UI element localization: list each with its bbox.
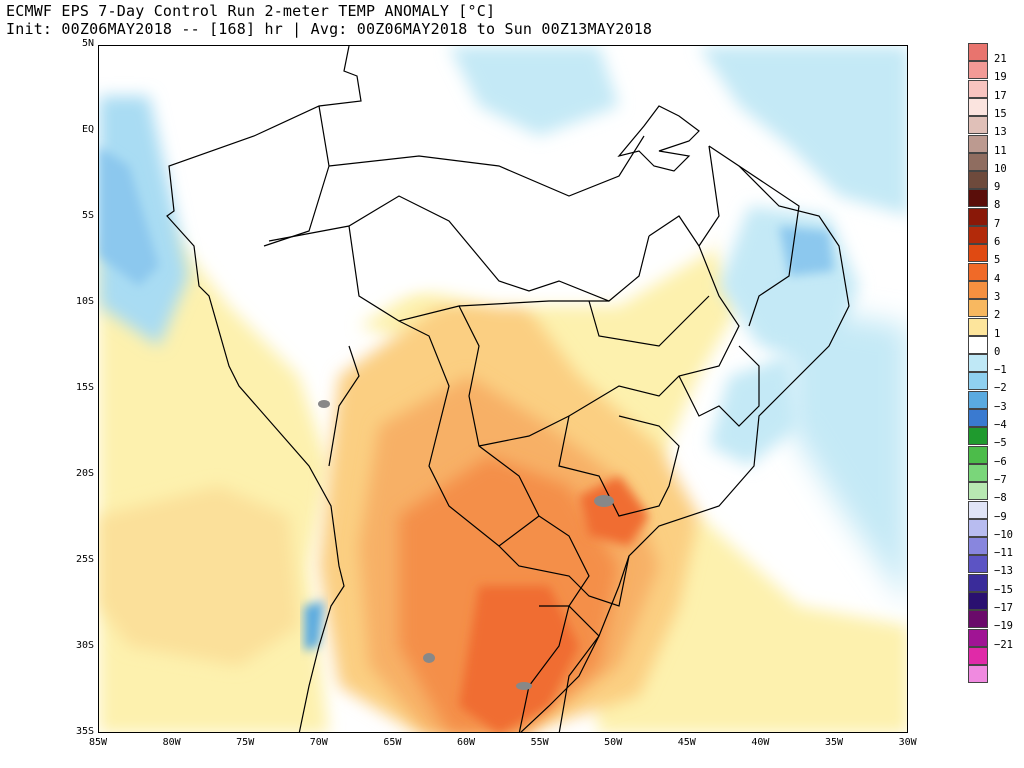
colorbar-swatch bbox=[968, 646, 988, 665]
colorbar-label: 8 bbox=[994, 199, 1001, 212]
colorbar-swatch bbox=[968, 372, 988, 391]
colorbar-label: −9 bbox=[994, 510, 1007, 523]
longitude-label: 50W bbox=[604, 737, 623, 748]
latitude-label: 35S bbox=[75, 726, 94, 737]
longitude-label: 75W bbox=[236, 737, 255, 748]
latitude-label: EQ bbox=[81, 124, 94, 135]
longitude-label: 70W bbox=[309, 737, 328, 748]
chart-subtitle: Init: 00Z06MAY2018 -- [168] hr | Avg: 00… bbox=[6, 20, 653, 38]
latitude-label: 10S bbox=[75, 296, 94, 307]
colorbar-swatch bbox=[968, 500, 988, 519]
colorbar-swatch bbox=[968, 152, 988, 171]
latitude-label: 5S bbox=[81, 210, 94, 221]
colorbar-swatch bbox=[968, 665, 988, 684]
colorbar-label: −17 bbox=[994, 602, 1013, 614]
colorbar-label: 1 bbox=[994, 327, 1001, 340]
colorbar-swatch bbox=[968, 445, 988, 464]
colorbar-label: −1 bbox=[994, 364, 1007, 377]
colorbar-swatch bbox=[968, 592, 988, 610]
colorbar-swatch bbox=[968, 97, 988, 116]
colorbar-label: −3 bbox=[994, 400, 1007, 413]
longitude-label: 55W bbox=[530, 737, 549, 748]
colorbar-swatch bbox=[968, 171, 988, 190]
colorbar-label: −19 bbox=[994, 620, 1013, 633]
colorbar-label: −15 bbox=[994, 583, 1013, 596]
colorbar-swatch bbox=[968, 189, 988, 208]
colorbar-label: −7 bbox=[994, 473, 1007, 486]
colorbar-label: −10 bbox=[994, 528, 1013, 541]
anomaly-shading bbox=[99, 46, 907, 732]
colorbar-swatch bbox=[968, 610, 988, 629]
longitude-label: 35W bbox=[824, 737, 844, 748]
colorbar-label: 17 bbox=[994, 89, 1007, 102]
colorbar-swatch bbox=[968, 280, 988, 299]
colorbar-label: 11 bbox=[994, 144, 1007, 157]
colorbar-label: 19 bbox=[994, 71, 1007, 84]
colorbar-label: 3 bbox=[994, 290, 1001, 303]
colorbar-swatch bbox=[968, 555, 988, 574]
lakes bbox=[318, 400, 614, 690]
colorbar-swatch bbox=[968, 427, 988, 446]
colorbar-swatch bbox=[968, 43, 988, 61]
colorbar-swatch bbox=[968, 134, 988, 153]
colorbar-label: 2 bbox=[994, 309, 1001, 322]
colorbar-label: 15 bbox=[994, 107, 1007, 120]
colorbar-label: 21 bbox=[994, 53, 1007, 65]
colorbar-label: 7 bbox=[994, 217, 1001, 230]
colorbar-label: −2 bbox=[994, 382, 1007, 395]
temperature-anomaly-map bbox=[99, 46, 907, 732]
colorbar-swatch bbox=[968, 299, 988, 318]
colorbar-label: 0 bbox=[994, 345, 1001, 358]
colorbar-swatch bbox=[968, 482, 988, 501]
colorbar-swatch bbox=[968, 262, 988, 281]
longitude-label: 65W bbox=[383, 737, 402, 748]
colorbar-swatch bbox=[968, 390, 988, 409]
colorbar-label: 9 bbox=[994, 181, 1001, 194]
colorbar-swatch bbox=[968, 116, 988, 135]
colorbar-swatch bbox=[968, 518, 988, 537]
latitude-label: 20S bbox=[75, 468, 94, 479]
colorbar-swatch bbox=[968, 207, 988, 226]
colorbar-swatch bbox=[968, 61, 988, 80]
colorbar-label: 4 bbox=[994, 272, 1001, 285]
colorbar-label: −21 bbox=[994, 638, 1013, 651]
longitude-label: 30W bbox=[898, 737, 917, 748]
colorbar-label: 10 bbox=[994, 162, 1007, 175]
chart-title: ECMWF EPS 7-Day Control Run 2-meter TEMP… bbox=[6, 2, 496, 20]
colorbar-swatch bbox=[968, 244, 988, 263]
colorbar-label: 5 bbox=[994, 254, 1001, 267]
colorbar-label: −8 bbox=[994, 492, 1007, 505]
colorbar-swatch bbox=[968, 335, 988, 354]
longitude-label: 60W bbox=[456, 737, 476, 748]
longitude-label: 45W bbox=[677, 737, 696, 748]
map-panel bbox=[98, 45, 908, 733]
latitude-label: 15S bbox=[75, 382, 94, 393]
colorbar-label: −6 bbox=[994, 455, 1007, 468]
colorbar-label: −13 bbox=[994, 565, 1013, 578]
colorbar-swatch bbox=[968, 537, 988, 556]
latitude-label: 30S bbox=[75, 640, 94, 651]
colorbar-swatch bbox=[968, 317, 988, 336]
colorbar-label: 13 bbox=[994, 126, 1007, 139]
longitude-label: 80W bbox=[162, 737, 181, 748]
colorbar-swatch bbox=[968, 573, 988, 592]
colorbar-swatch bbox=[968, 628, 988, 647]
colorbar-swatch bbox=[968, 79, 988, 98]
latitude-label: 25S bbox=[75, 554, 94, 565]
longitude-label: 85W bbox=[88, 737, 108, 748]
colorbar-swatch bbox=[968, 463, 988, 482]
colorbar-label: −5 bbox=[994, 437, 1007, 450]
colorbar-label: 6 bbox=[994, 236, 1001, 248]
colorbar-label: −4 bbox=[994, 419, 1007, 431]
colorbar-swatch bbox=[968, 354, 988, 373]
coastlines-and-borders bbox=[166, 46, 850, 732]
longitude-label: 40W bbox=[751, 737, 770, 748]
colorbar-swatch bbox=[968, 409, 988, 427]
colorbar-swatch bbox=[968, 226, 988, 244]
colorbar-label: −11 bbox=[994, 547, 1013, 560]
latitude-label: 5N bbox=[81, 38, 94, 49]
